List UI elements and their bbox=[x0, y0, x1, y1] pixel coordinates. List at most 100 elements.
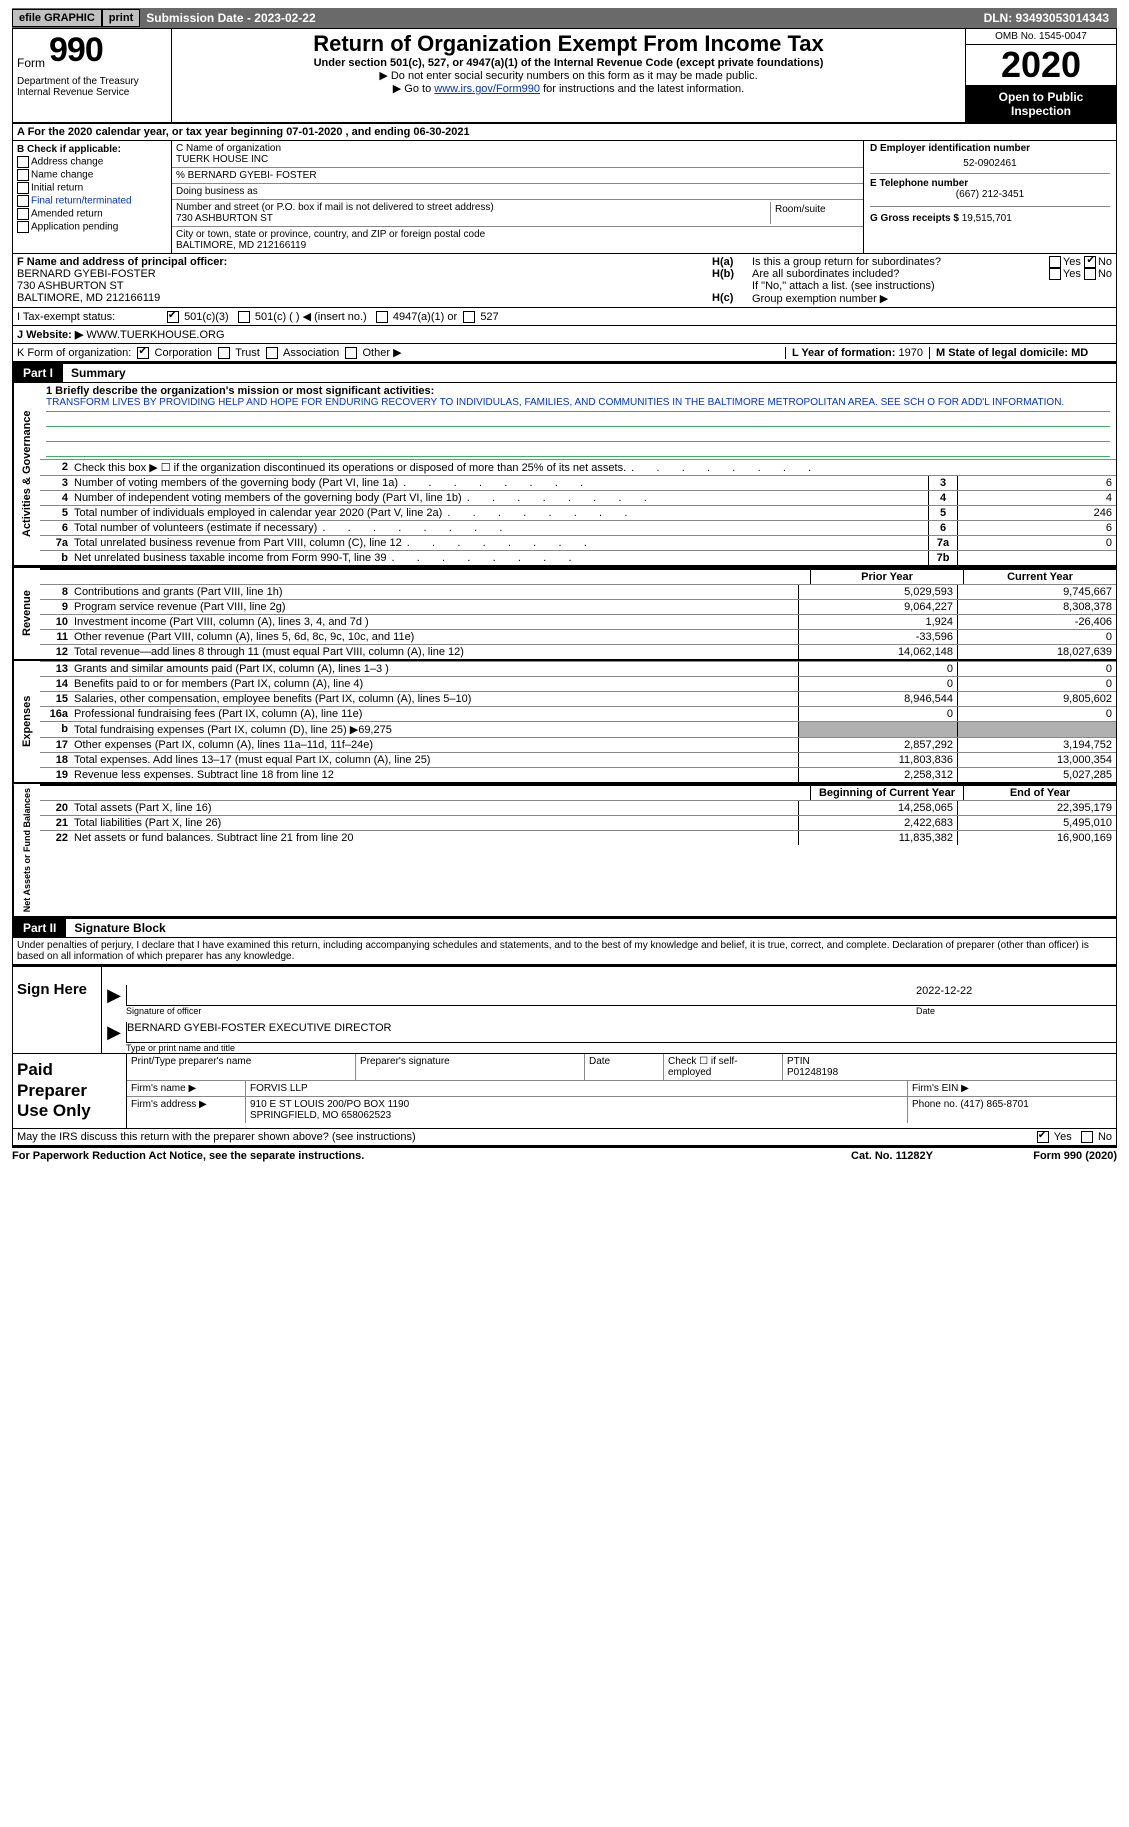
no-ssn-notice: ▶ Do not enter social security numbers o… bbox=[178, 69, 959, 82]
entity-block: B Check if applicable: Address change Na… bbox=[12, 141, 1117, 254]
governance-row: 2Check this box ▶ ☐ if the organization … bbox=[40, 459, 1116, 475]
expenses-vlabel: Expenses bbox=[13, 661, 40, 782]
governance-row: 5Total number of individuals employed in… bbox=[40, 505, 1116, 520]
firm-addr-label: Firm's address ▶ bbox=[127, 1097, 246, 1123]
goto-post: for instructions and the latest informat… bbox=[540, 83, 744, 95]
governance-section: Activities & Governance 1 Briefly descri… bbox=[12, 383, 1117, 566]
application-pending-checkbox[interactable] bbox=[17, 221, 29, 233]
ha-text: Is this a group return for subordinates? bbox=[752, 256, 1012, 268]
room-label: Room/suite bbox=[771, 202, 859, 224]
preparer-date-label: Date bbox=[585, 1054, 664, 1080]
part2-title: Signature Block bbox=[66, 919, 173, 937]
ha-label: H(a) bbox=[712, 256, 752, 268]
goto-pre: ▶ Go to bbox=[393, 83, 434, 95]
final-return-checkbox[interactable] bbox=[17, 195, 29, 207]
financial-row: 20Total assets (Part X, line 16)14,258,0… bbox=[40, 800, 1116, 815]
name-arrow-icon: ▶ bbox=[102, 1022, 127, 1043]
ein-label: D Employer identification number bbox=[870, 143, 1110, 154]
sign-arrow-icon: ▶ bbox=[102, 985, 127, 1006]
amended-return-checkbox[interactable] bbox=[17, 208, 29, 220]
dba-label: Doing business as bbox=[172, 184, 863, 200]
open-public-badge: Open to Public Inspection bbox=[966, 86, 1116, 122]
self-employed-label: Check ☐ if self-employed bbox=[664, 1054, 783, 1080]
part1-title: Summary bbox=[63, 364, 134, 382]
527-checkbox[interactable] bbox=[463, 311, 475, 323]
gross-label: G Gross receipts $ bbox=[870, 213, 959, 224]
m-label: M State of legal domicile: MD bbox=[936, 347, 1088, 359]
ha-yes-checkbox[interactable] bbox=[1049, 256, 1061, 268]
officer-city: BALTIMORE, MD 212166119 bbox=[17, 292, 712, 304]
paid-preparer-label: Paid Preparer Use Only bbox=[13, 1054, 127, 1127]
city-label: City or town, state or province, country… bbox=[176, 229, 859, 240]
4947-checkbox[interactable] bbox=[376, 311, 388, 323]
501c-checkbox[interactable] bbox=[238, 311, 250, 323]
corp-checkbox[interactable] bbox=[137, 347, 149, 359]
revenue-vlabel: Revenue bbox=[13, 568, 40, 659]
website-label: J Website: ▶ bbox=[17, 328, 83, 341]
website-row: J Website: ▶ WWW.TUERKHOUSE.ORG bbox=[12, 326, 1117, 344]
officer-name: BERNARD GYEBI-FOSTER bbox=[17, 268, 712, 280]
part1-header-row: Part I Summary bbox=[12, 362, 1117, 383]
financial-row: 21Total liabilities (Part X, line 26)2,4… bbox=[40, 815, 1116, 830]
netassets-section: Net Assets or Fund Balances Beginning of… bbox=[12, 783, 1117, 917]
form-subtitle: Under section 501(c), 527, or 4947(a)(1)… bbox=[178, 57, 959, 69]
officer-h-row: F Name and address of principal officer:… bbox=[12, 254, 1117, 308]
hb-yes-checkbox[interactable] bbox=[1049, 268, 1061, 280]
sig-date-label: Date bbox=[916, 1006, 1116, 1016]
firm-addr2: SPRINGFIELD, MO 658062523 bbox=[250, 1110, 903, 1121]
l-label: L Year of formation: bbox=[792, 347, 896, 359]
hb-note: If "No," attach a list. (see instruction… bbox=[712, 280, 1112, 292]
ha-no-checkbox[interactable] bbox=[1084, 256, 1096, 268]
city-value: BALTIMORE, MD 212166119 bbox=[176, 240, 859, 251]
financial-row: 14Benefits paid to or for members (Part … bbox=[40, 676, 1116, 691]
tax-year: 2020 bbox=[966, 45, 1116, 86]
governance-row: bNet unrelated business taxable income f… bbox=[40, 550, 1116, 565]
begin-year-header: Beginning of Current Year bbox=[810, 786, 963, 800]
box-c-name-address: C Name of organization TUERK HOUSE INC %… bbox=[172, 141, 863, 253]
efile-button[interactable]: efile GRAPHIC bbox=[12, 9, 102, 27]
revenue-section: Revenue Prior Year Current Year 8Contrib… bbox=[12, 566, 1117, 660]
governance-row: 4Number of independent voting members of… bbox=[40, 490, 1116, 505]
initial-return-checkbox[interactable] bbox=[17, 182, 29, 194]
financial-row: 10Investment income (Part VIII, column (… bbox=[40, 614, 1116, 629]
firm-addr1: 910 E ST LOUIS 200/PO BOX 1190 bbox=[250, 1099, 903, 1110]
discuss-yes-checkbox[interactable] bbox=[1037, 1131, 1049, 1143]
section-a: A For the 2020 calendar year, or tax yea… bbox=[12, 124, 1117, 141]
financial-row: 15Salaries, other compensation, employee… bbox=[40, 691, 1116, 706]
type-name-label: Type or print name and title bbox=[126, 1043, 235, 1053]
financial-row: 9Program service revenue (Part VIII, lin… bbox=[40, 599, 1116, 614]
street-value: 730 ASHBURTON ST bbox=[176, 213, 770, 224]
form-title: Return of Organization Exempt From Incom… bbox=[178, 31, 959, 57]
other-checkbox[interactable] bbox=[345, 347, 357, 359]
hc-text: Group exemption number ▶ bbox=[752, 292, 1012, 305]
top-toolbar: efile GRAPHIC print Submission Date - 20… bbox=[12, 8, 1117, 28]
sign-here-label: Sign Here bbox=[13, 967, 102, 1053]
phone-value: (417) 865-8701 bbox=[960, 1099, 1028, 1110]
hb-label: H(b) bbox=[712, 268, 752, 280]
financial-row: 8Contributions and grants (Part VIII, li… bbox=[40, 584, 1116, 599]
print-preparer-label: Print/Type preparer's name bbox=[127, 1054, 356, 1080]
dept-label: Department of the Treasury Internal Reve… bbox=[17, 76, 167, 98]
k-label: K Form of organization: bbox=[17, 347, 131, 359]
sign-date-value: 2022-12-22 bbox=[916, 985, 1116, 997]
hb-text: Are all subordinates included? bbox=[752, 268, 1012, 280]
prior-year-header: Prior Year bbox=[810, 570, 963, 584]
hb-no-checkbox[interactable] bbox=[1084, 268, 1096, 280]
dln-label: DLN: 93493053014343 bbox=[984, 11, 1117, 25]
org-name: TUERK HOUSE INC bbox=[176, 154, 859, 165]
box-d-ein-tel: D Employer identification number 52-0902… bbox=[863, 141, 1116, 253]
discuss-no-checkbox[interactable] bbox=[1081, 1131, 1093, 1143]
mission-text: TRANSFORM LIVES BY PROVIDING HELP AND HO… bbox=[46, 397, 1110, 412]
financial-row: 18Total expenses. Add lines 13–17 (must … bbox=[40, 752, 1116, 767]
print-button[interactable]: print bbox=[102, 9, 140, 27]
irs-link[interactable]: www.irs.gov/Form990 bbox=[434, 83, 540, 95]
trust-checkbox[interactable] bbox=[218, 347, 230, 359]
l-value: 1970 bbox=[899, 347, 923, 359]
501c3-checkbox[interactable] bbox=[167, 311, 179, 323]
hc-label: H(c) bbox=[712, 292, 752, 305]
ein-value: 52-0902461 bbox=[870, 158, 1110, 169]
phone-label: Phone no. bbox=[912, 1099, 958, 1110]
addr-change-checkbox[interactable] bbox=[17, 156, 29, 168]
name-change-checkbox[interactable] bbox=[17, 169, 29, 181]
assoc-checkbox[interactable] bbox=[266, 347, 278, 359]
